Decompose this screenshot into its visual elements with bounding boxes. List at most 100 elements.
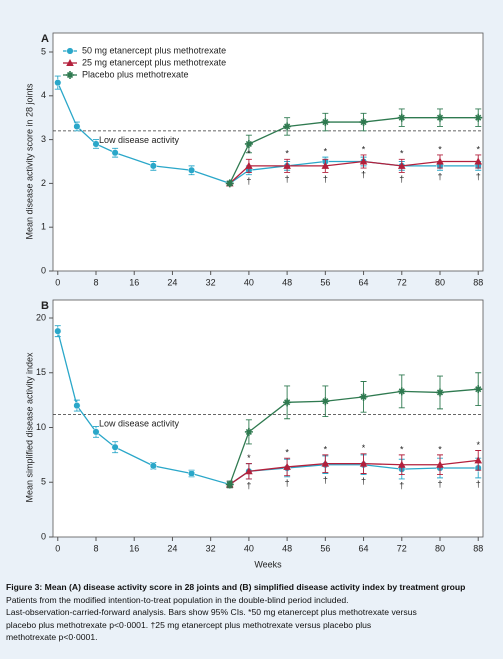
marker (474, 157, 483, 165)
y-axis-label: Mean simplified disease activity index (24, 352, 34, 503)
marker (54, 79, 62, 87)
marker (225, 480, 234, 489)
marker (436, 113, 444, 122)
y-tick-label: 15 (36, 367, 46, 377)
sig-dagger: † (246, 480, 251, 490)
x-tick-label: 48 (282, 277, 292, 287)
legend-marker (66, 47, 74, 55)
marker (397, 387, 406, 396)
y-tick-label: 0 (41, 531, 46, 541)
caption: Figure 3: Mean (A) disease activity scor… (6, 581, 501, 644)
sig-star: * (476, 144, 480, 154)
marker (283, 122, 292, 131)
x-tick-label: 24 (167, 277, 177, 287)
marker (111, 149, 119, 157)
sig-dagger: † (476, 479, 481, 489)
x-axis-label: Weeks (254, 559, 282, 569)
y-tick-label: 20 (36, 312, 46, 322)
marker (321, 397, 330, 406)
sig-star: * (324, 444, 328, 454)
marker (244, 139, 253, 148)
panel-label: A (41, 33, 49, 45)
x-tick-label: 8 (93, 277, 98, 287)
x-tick-label: 80 (435, 277, 445, 287)
caption-line: Patients from the modified intention-to-… (6, 594, 349, 605)
caption-line: Last-observation-carried-forward analysi… (6, 607, 417, 617)
x-tick-label: 0 (55, 543, 60, 553)
marker (73, 402, 81, 410)
x-tick-label: 56 (320, 277, 330, 287)
x-tick-label: 0 (55, 277, 60, 287)
x-tick-label: 40 (244, 277, 254, 287)
plot-frame (52, 299, 484, 538)
sig-dagger: † (323, 475, 328, 485)
sig-dagger: † (285, 478, 290, 488)
caption-line: methotrexate p<0·0001. (6, 632, 98, 642)
y-axis-label: Mean disease activity score in 28 joints (24, 83, 34, 240)
reference-label: Low disease activity (99, 135, 180, 145)
marker (149, 462, 157, 470)
sig-dagger: † (399, 480, 404, 490)
sig-dagger: † (361, 169, 366, 179)
marker (359, 157, 368, 165)
marker (321, 118, 330, 127)
marker (225, 179, 234, 188)
marker (92, 428, 100, 436)
y-tick-label: 5 (41, 477, 46, 487)
marker (283, 462, 291, 470)
marker (436, 460, 444, 468)
y-tick-label: 3 (41, 134, 46, 144)
sig-star: * (247, 453, 251, 463)
sig-star: * (362, 443, 366, 453)
x-tick-label: 88 (473, 277, 483, 287)
sig-star: * (400, 444, 404, 454)
marker (474, 113, 483, 122)
sig-star: * (476, 440, 480, 450)
x-tick-label: 72 (397, 277, 407, 287)
plot-frame (52, 32, 484, 272)
marker (359, 118, 368, 127)
legend-label: 50 mg etanercept plus methotrexate (82, 45, 226, 55)
sig-star: * (438, 144, 442, 154)
panel-label: B (41, 300, 49, 312)
marker (283, 161, 291, 169)
marker (244, 427, 253, 436)
sig-dagger: † (285, 174, 290, 184)
marker (245, 161, 253, 169)
legend-label: Placebo plus methotrexate (82, 69, 189, 79)
x-tick-label: 64 (359, 543, 369, 553)
x-tick-label: 8 (93, 543, 98, 553)
legend-marker (66, 71, 74, 79)
series-line (229, 459, 479, 485)
legend-marker (66, 59, 74, 66)
sig-dagger: † (361, 476, 366, 486)
marker (321, 459, 330, 467)
x-tick-label: 72 (397, 543, 407, 553)
marker (188, 166, 196, 174)
marker (397, 113, 406, 122)
y-tick-label: 10 (36, 422, 46, 432)
marker (111, 443, 119, 451)
reference-label: Low disease activity (99, 419, 180, 429)
marker (188, 469, 196, 478)
sig-star: * (400, 149, 404, 159)
marker (283, 398, 292, 407)
sig-star: * (324, 146, 328, 156)
x-tick-label: 16 (129, 543, 139, 553)
caption-title: Figure 3: Mean (A) disease activity scor… (6, 582, 466, 592)
marker (321, 161, 330, 169)
sig-dagger: † (437, 172, 442, 182)
marker (54, 327, 62, 335)
marker (73, 122, 81, 131)
legend-label: 25 mg etanercept plus methotrexate (82, 57, 226, 67)
caption-line: placebo plus methotrexate p<0·0001. †25 … (6, 619, 372, 630)
sig-dagger: † (437, 479, 442, 489)
marker (474, 456, 483, 464)
x-tick-label: 24 (167, 543, 177, 553)
marker (474, 385, 483, 394)
y-tick-label: 4 (41, 90, 46, 100)
sig-star: * (362, 144, 366, 154)
y-tick-label: 1 (41, 222, 46, 232)
sig-dagger: † (246, 176, 251, 186)
